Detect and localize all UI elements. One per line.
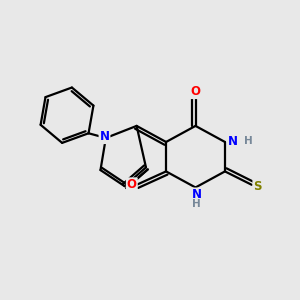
Text: N: N	[100, 130, 110, 143]
Text: S: S	[254, 180, 262, 193]
Text: H: H	[193, 199, 201, 209]
Text: O: O	[190, 85, 200, 98]
Text: N: N	[192, 188, 202, 202]
Text: H: H	[244, 136, 252, 146]
Text: O: O	[127, 178, 137, 191]
Text: N: N	[228, 136, 238, 148]
